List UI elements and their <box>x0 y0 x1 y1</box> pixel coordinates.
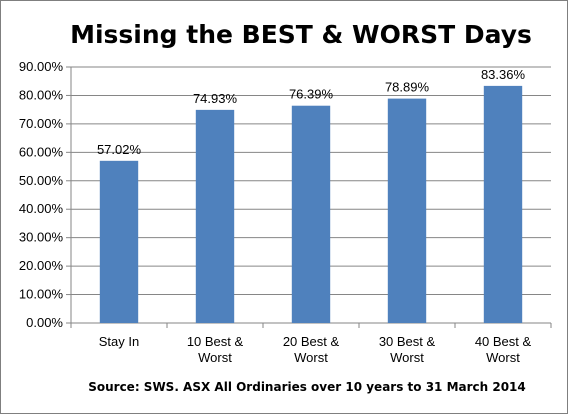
bar <box>99 160 139 323</box>
category-label-line: Worst <box>486 350 520 365</box>
category-label-line: 20 Best & <box>283 334 340 349</box>
y-tick-label: 10.00% <box>19 287 64 302</box>
category-label: 10 Best & Worst <box>187 334 244 365</box>
category-label: 30 Best & Worst <box>379 334 436 365</box>
y-tick-label: 60.00% <box>19 144 64 159</box>
category-label-line: 30 Best & <box>379 334 436 349</box>
category-label-line: Worst <box>390 350 424 365</box>
bars <box>99 85 523 323</box>
data-label: 78.89% <box>385 80 430 95</box>
bar <box>291 105 331 323</box>
y-tick-label: 70.00% <box>19 116 64 131</box>
y-tick-label: 90.00% <box>19 59 64 74</box>
category-label-line: Worst <box>198 350 232 365</box>
category-label-line: 40 Best & <box>475 334 532 349</box>
bar <box>387 98 427 323</box>
category-label: 20 Best & Worst <box>283 334 340 365</box>
y-tick-label: 20.00% <box>19 258 64 273</box>
category-label: 40 Best & Worst <box>475 334 532 365</box>
y-tick-label: 40.00% <box>19 201 64 216</box>
y-tick-label: 0.00% <box>26 315 63 330</box>
data-label: 74.93% <box>193 91 238 106</box>
data-label: 57.02% <box>97 142 142 157</box>
data-label: 76.39% <box>289 87 334 102</box>
y-tick-label: 50.00% <box>19 173 64 188</box>
source-note: Source: SWS. ASX All Ordinaries over 10 … <box>88 380 526 394</box>
category-label-line: Stay In <box>99 334 139 349</box>
data-label: 83.36% <box>481 67 526 82</box>
axes: 0.00% 10.00% 20.00% 30.00% 40.00% 50.00% 60.00… <box>19 59 552 330</box>
y-tick-label: 30.00% <box>19 230 64 245</box>
bar <box>195 109 235 323</box>
data-labels: 57.02% 74.93% 76.39% 78.89% 83.36% <box>97 67 526 157</box>
bar <box>483 85 523 323</box>
category-label: Stay In <box>99 334 139 349</box>
y-tick-label: 80.00% <box>19 87 64 102</box>
category-label-line: Worst <box>294 350 328 365</box>
chart-title: Missing the BEST & WORST Days <box>70 20 532 49</box>
category-label-line: 10 Best & <box>187 334 244 349</box>
